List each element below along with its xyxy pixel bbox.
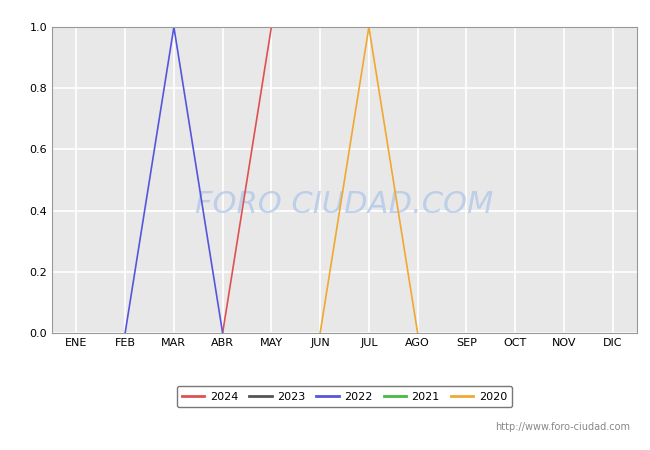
Legend: 2024, 2023, 2022, 2021, 2020: 2024, 2023, 2022, 2021, 2020 [177,386,512,407]
Text: http://www.foro-ciudad.com: http://www.foro-ciudad.com [495,422,630,432]
Text: Matriculaciones de Vehiculos en Navacepedilla de Corneja: Matriculaciones de Vehiculos en Navacepe… [102,9,548,24]
Text: FORO CIUDAD.COM: FORO CIUDAD.COM [195,190,494,219]
